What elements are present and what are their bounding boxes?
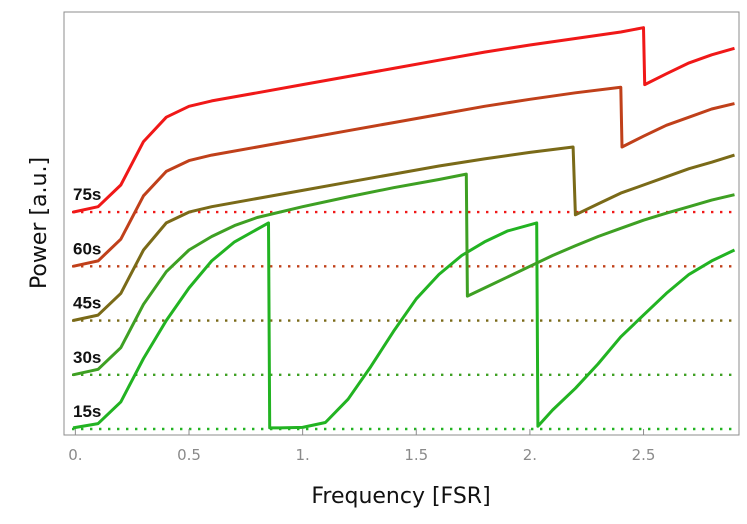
series-line-45s bbox=[72, 145, 735, 322]
series-label-60s: 60s bbox=[73, 239, 101, 258]
x-axis-title: Frequency [FSR] bbox=[311, 484, 490, 509]
x-tick-label: 1.5 bbox=[404, 446, 428, 464]
x-axis-ticks: 0. 0.5 1. 1.5 2. 2.5 bbox=[68, 429, 655, 464]
series-lines bbox=[72, 26, 736, 430]
series-line-15s bbox=[72, 221, 736, 430]
x-tick-label: 2.5 bbox=[632, 446, 656, 464]
x-tick-label: 2. bbox=[523, 446, 537, 464]
series-line-75s bbox=[72, 26, 735, 214]
x-tick-label: 0.5 bbox=[177, 446, 201, 464]
series-label-75s: 75s bbox=[73, 185, 101, 204]
series-label-45s: 45s bbox=[73, 294, 101, 313]
series-labels: 15s 30s 45s 60s 75s bbox=[73, 185, 101, 421]
y-axis-title: Power [a.u.] bbox=[27, 157, 52, 289]
x-tick-label: 0. bbox=[68, 446, 82, 464]
series-line-60s bbox=[72, 85, 735, 268]
series-label-15s: 15s bbox=[73, 402, 101, 421]
series-line-30s bbox=[72, 172, 735, 377]
x-tick-label: 1. bbox=[295, 446, 309, 464]
series-label-30s: 30s bbox=[73, 348, 101, 367]
plot-frame bbox=[63, 11, 740, 436]
